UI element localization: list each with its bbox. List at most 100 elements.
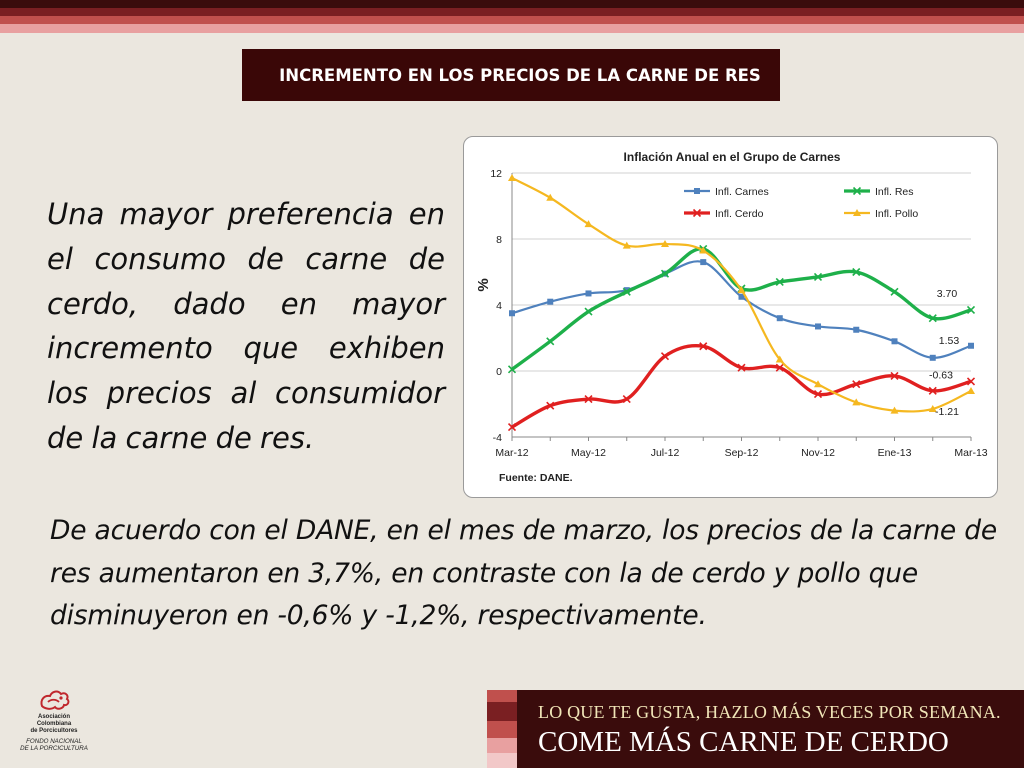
data-point-infl-pollo [852, 398, 861, 406]
legend-label: Infl. Pollo [875, 208, 918, 220]
chart-x-tick-label: Sep-12 [725, 447, 759, 459]
chart-x-tick-label: Mar-12 [495, 447, 528, 459]
data-point-infl-res [966, 305, 976, 315]
data-point-infl-cerdo [622, 394, 631, 404]
top-stripe-dark [0, 0, 1024, 8]
legend-marker [853, 209, 861, 216]
banner-square [487, 690, 517, 702]
data-point-infl-cerdo [852, 380, 861, 389]
chart-x-tick-label: May-12 [571, 447, 606, 459]
data-point-infl-pollo [584, 220, 593, 228]
data-point-infl-cerdo [546, 401, 555, 410]
data-point-infl-carnes [968, 342, 974, 349]
data-label: 3.70 [937, 288, 958, 300]
data-point-infl-cerdo [966, 377, 976, 386]
data-point-infl-cerdo [737, 363, 746, 372]
data-point-infl-res [546, 337, 555, 346]
chart-y-axis-label: % [475, 278, 492, 291]
banner-square [487, 738, 517, 753]
top-stripe-maroon [0, 8, 1024, 16]
legend-label: Infl. Carnes [715, 186, 769, 198]
data-point-infl-carnes [891, 338, 898, 345]
data-point-infl-res [890, 287, 899, 296]
data-label: -1.21 [935, 406, 959, 418]
chart-y-tick-label: 8 [496, 234, 502, 246]
top-stripe-pink [0, 24, 1024, 33]
chart-source: Fuente: DANE. [499, 472, 573, 484]
data-point-infl-cerdo [928, 386, 937, 395]
data-point-infl-pollo [508, 173, 516, 181]
data-point-infl-pollo [699, 246, 708, 254]
chart-panel: Inflación Anual en el Grupo de Carnes % … [463, 136, 998, 498]
logo-line-1: Asociación [37, 714, 70, 720]
data-point-infl-carnes [585, 290, 592, 297]
banner-headline: COME MÁS CARNE DE CERDO [538, 726, 949, 758]
banner-square [487, 721, 517, 738]
data-point-infl-res [507, 365, 517, 374]
logo-line-2: Colombiana [36, 720, 72, 727]
data-point-infl-res [813, 272, 823, 282]
data-point-infl-cerdo [890, 371, 899, 381]
chart-y-tick-label: -4 [493, 432, 502, 444]
data-point-infl-res [622, 287, 631, 296]
data-point-infl-res [852, 267, 861, 277]
data-point-infl-pollo [890, 406, 899, 414]
left-paragraph: Una mayor preferencia en el consumo de c… [47, 197, 445, 455]
data-point-infl-pollo [775, 355, 784, 363]
data-point-infl-res [660, 269, 670, 278]
chart-x-tick-label: Mar-13 [954, 447, 987, 459]
data-point-infl-pollo [546, 193, 555, 201]
logo-line-3: de Porcicultores [30, 727, 78, 734]
legend-marker [692, 208, 702, 218]
data-label: -0.63 [929, 369, 953, 381]
data-point-infl-carnes [929, 354, 936, 361]
slide-title: INCREMENTO EN LOS PRECIOS DE LA CARNE DE… [279, 65, 761, 85]
banner-slogan: LO QUE TE GUSTA, HAZLO MÁS VECES POR SEM… [538, 702, 1001, 722]
data-point-infl-carnes [700, 259, 707, 266]
data-point-infl-pollo [661, 239, 669, 247]
data-point-infl-carnes [547, 298, 554, 305]
chart-title: Inflación Anual en el Grupo de Carnes [624, 150, 841, 164]
inflation-chart: Inflación Anual en el Grupo de Carnes % … [475, 150, 988, 484]
data-point-infl-pollo [737, 286, 746, 294]
porkcolombia-logo: Asociación Colombiana de Porcicultores F… [16, 688, 92, 760]
legend-marker [694, 188, 700, 194]
data-point-infl-carnes [509, 310, 515, 317]
chart-y-tick-label: 12 [490, 168, 502, 180]
data-point-infl-cerdo [660, 352, 670, 361]
legend-label: Infl. Res [875, 186, 914, 198]
slide-title-box: INCREMENTO EN LOS PRECIOS DE LA CARNE DE… [242, 49, 780, 101]
data-point-infl-cerdo [507, 423, 517, 432]
data-point-infl-pollo [814, 380, 822, 388]
chart-x-tick-label: Nov-12 [801, 447, 835, 459]
legend-marker [852, 186, 862, 196]
data-point-infl-carnes [738, 293, 745, 300]
data-point-infl-pollo [928, 404, 937, 412]
data-point-infl-carnes [853, 326, 860, 333]
logo-line-5: DE LA PORCICULTURA [20, 745, 88, 752]
bottom-paragraph: De acuerdo con el DANE, en el mes de mar… [50, 515, 997, 631]
data-point-infl-res [584, 307, 593, 316]
data-point-infl-carnes [776, 315, 783, 322]
series-line-infl-cerdo [511, 344, 972, 429]
data-point-infl-cerdo [699, 342, 708, 351]
data-point-infl-pollo [967, 386, 975, 394]
data-point-infl-res [928, 314, 937, 323]
data-point-infl-res [775, 277, 784, 286]
data-point-infl-carnes [815, 323, 821, 330]
series-line-infl-res [510, 247, 972, 371]
legend-label: Infl. Cerdo [715, 208, 764, 220]
campaign-banner: LO QUE TE GUSTA, HAZLO MÁS VECES POR SEM… [487, 690, 1024, 768]
pig-logo-icon [40, 690, 70, 710]
data-label: 1.53 [939, 335, 960, 347]
banner-square [487, 753, 517, 768]
data-point-infl-cerdo [775, 363, 784, 372]
chart-x-tick-label: Ene-13 [878, 447, 912, 459]
chart-y-tick-label: 4 [496, 300, 502, 312]
logo-line-4: FONDO NACIONAL [26, 738, 82, 745]
top-stripe-red [0, 16, 1024, 24]
chart-y-tick-label: 0 [496, 366, 502, 378]
chart-x-tick-label: Jul-12 [651, 447, 680, 459]
data-point-infl-cerdo [584, 394, 593, 404]
data-point-infl-cerdo [813, 390, 823, 399]
